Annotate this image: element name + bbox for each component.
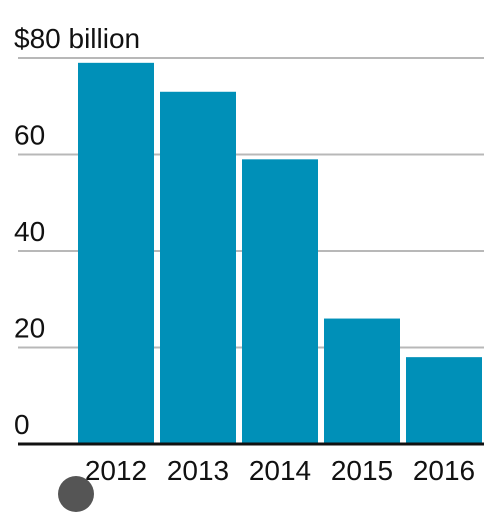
bar-2012	[78, 62, 154, 444]
bar-2015	[324, 318, 400, 444]
bar-2014	[242, 159, 318, 444]
x-tick-label-2012: 2012	[85, 455, 147, 486]
bar-chart: 0 20 40 60 $80 billion 2012 2013 2014 2015 2016	[14, 23, 484, 486]
bar-2013	[160, 91, 236, 445]
bar-2016	[406, 357, 482, 444]
y-tick-label-80: $80 billion	[14, 23, 140, 54]
y-tick-label-20: 20	[14, 313, 45, 344]
y-tick-label-60: 60	[14, 120, 45, 151]
y-tick-label-0: 0	[14, 409, 30, 440]
bars	[78, 62, 482, 445]
x-axis-tick-labels: 2012 2013 2014 2015 2016	[85, 455, 475, 486]
partial-avatar-shape	[58, 476, 94, 512]
y-tick-label-40: 40	[14, 216, 45, 247]
x-tick-label-2014: 2014	[249, 455, 311, 486]
x-tick-label-2016: 2016	[413, 455, 475, 486]
x-tick-label-2015: 2015	[331, 455, 393, 486]
y-axis-tick-labels: 0 20 40 60 $80 billion	[14, 23, 140, 440]
x-tick-label-2013: 2013	[167, 455, 229, 486]
